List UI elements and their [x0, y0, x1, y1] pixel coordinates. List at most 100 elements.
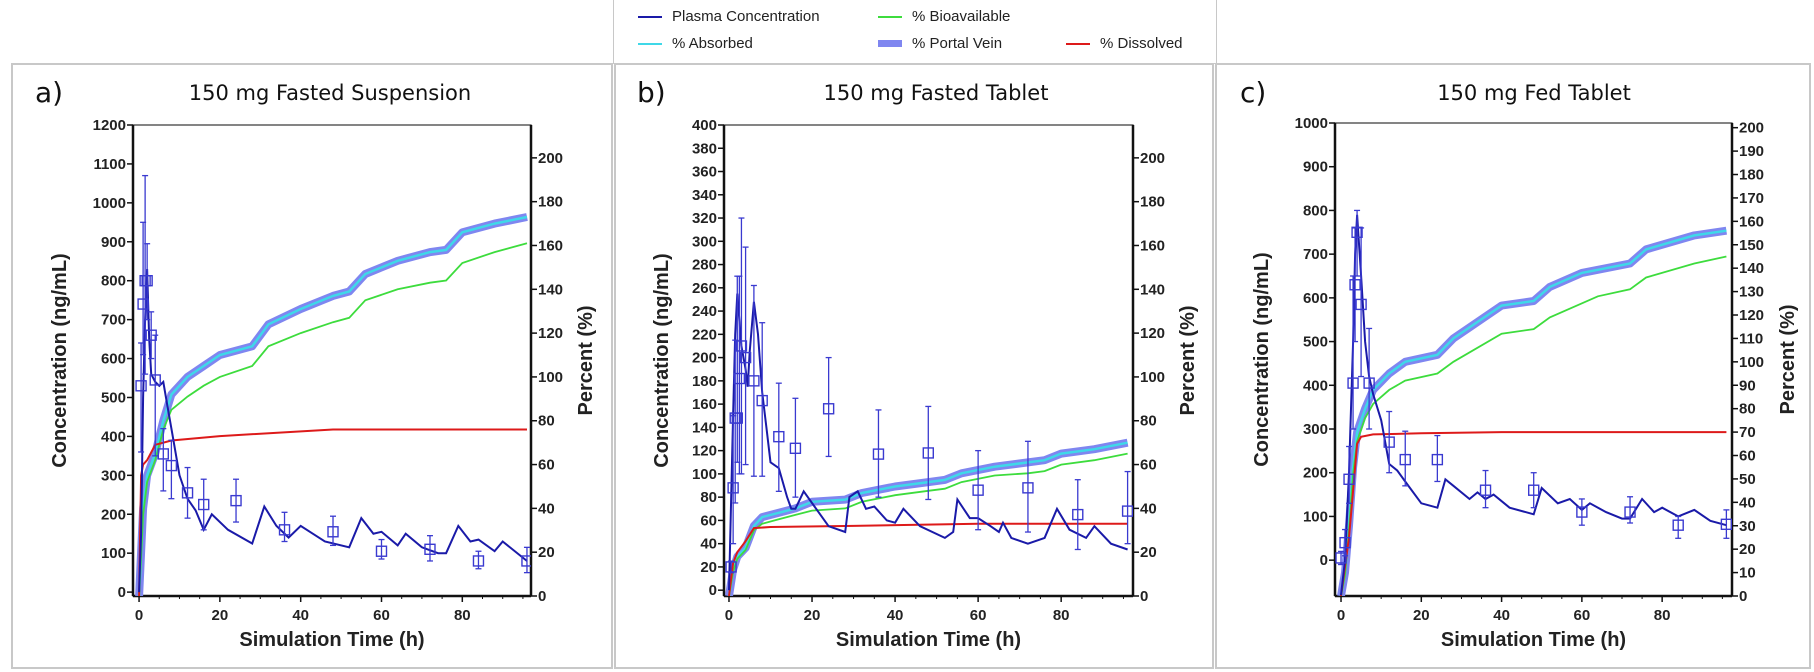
legend-label: % Dissolved	[1100, 35, 1183, 52]
observed-point	[756, 322, 768, 477]
observed-marker	[230, 494, 242, 507]
y-tick-label: 220	[692, 326, 717, 343]
y2-tick-label: 0	[538, 588, 546, 605]
observed-marker	[735, 340, 748, 352]
legend-swatch-dissolved	[1066, 42, 1090, 45]
panel-b: b) 150 mg Fasted Tablet 0 20 40 60 80 0 20 40 60 80…	[614, 63, 1214, 669]
y2-tick-label: 90	[1739, 377, 1756, 394]
y2-tick-label: 40	[1140, 500, 1157, 517]
x-tick-label: 60	[1574, 607, 1591, 624]
observed-marker	[1399, 453, 1411, 466]
legend-label: % Portal Vein	[912, 35, 1003, 52]
y-tick-label: 1000	[1295, 115, 1328, 132]
panel-border	[11, 63, 613, 669]
observed-point	[165, 439, 178, 500]
series-plasma-concentration	[728, 293, 1128, 591]
legend-label: % Bioavailable	[912, 8, 1011, 25]
observed-point	[972, 449, 984, 531]
observed-marker	[1347, 377, 1359, 389]
observed-marker	[972, 484, 984, 496]
series-absorbed	[1339, 229, 1727, 596]
x-tick-label: 80	[454, 607, 471, 624]
x-axis-title: Simulation Time (h)	[239, 629, 424, 651]
y2-tick-label: 140	[1739, 260, 1764, 277]
observed-point	[1672, 515, 1684, 539]
y-tick-label: 40	[700, 536, 717, 553]
y-tick-label: 400	[692, 117, 717, 134]
panel-border	[1215, 63, 1811, 669]
legend: Plasma Concentration % Bioavailable % Ab…	[613, 0, 1217, 64]
observed-marker	[375, 545, 388, 557]
y-tick-label: 160	[692, 396, 717, 413]
y2-tick-label: 120	[1140, 325, 1165, 342]
legend-swatch-portal-vein	[878, 40, 902, 47]
y-axis-title: Concentration (ng/mL)	[651, 253, 673, 467]
y2-tick-label: 80	[1739, 401, 1756, 418]
observed-marker	[278, 524, 291, 536]
series-dissolved	[1340, 431, 1727, 596]
observed-marker	[1672, 519, 1684, 531]
observed-marker	[1383, 436, 1395, 448]
y2-tick-label: 40	[538, 500, 555, 517]
y2-tick-label: 170	[1739, 190, 1764, 207]
observed-marker	[135, 380, 147, 392]
y-axis-title: Concentration (ng/mL)	[49, 253, 71, 467]
observed-marker	[1720, 518, 1732, 531]
series-absorbed	[727, 441, 1128, 596]
observed-point	[1431, 434, 1444, 483]
y2-tick-label: 130	[1739, 284, 1764, 301]
y2-axis-title: Percent (%)	[1777, 304, 1799, 414]
y2-tick-label: 80	[538, 413, 555, 430]
x-tick-label: 40	[887, 607, 904, 624]
observed-point	[1121, 470, 1133, 545]
y2-tick-label: 120	[538, 325, 563, 342]
observed-marker	[137, 298, 149, 310]
observed-point	[230, 478, 242, 523]
y2-tick-label: 180	[1739, 167, 1764, 184]
observed-marker	[1528, 484, 1540, 496]
observed-marker	[739, 351, 752, 364]
y-tick-label: 100	[692, 466, 717, 483]
observed-point	[327, 515, 339, 547]
y2-tick-label: 30	[1739, 518, 1756, 535]
y2-tick-label: 110	[1739, 330, 1763, 347]
series-bioavailable	[1340, 255, 1727, 596]
observed-point	[1363, 327, 1375, 430]
observed-point	[1343, 445, 1355, 504]
y2-tick-label: 100	[1739, 354, 1764, 371]
panel-title: 150 mg Fasted Suspension	[189, 81, 471, 105]
y2-tick-label: 20	[538, 544, 555, 561]
legend-label: Plasma Concentration	[672, 8, 820, 25]
x-tick-label: 20	[804, 607, 821, 624]
y-tick-label: 600	[101, 351, 126, 368]
observed-marker	[472, 555, 485, 567]
x-tick-label: 40	[292, 607, 309, 624]
y-tick-label: 120	[692, 443, 717, 460]
observed-marker	[727, 482, 739, 494]
y-tick-label: 0	[709, 582, 717, 599]
y-tick-label: 60	[700, 512, 717, 529]
observed-point	[157, 427, 170, 492]
observed-point	[789, 397, 802, 498]
observed-point	[773, 382, 785, 492]
observed-point	[748, 284, 760, 477]
y2-tick-label: 180	[538, 194, 563, 211]
observed-marker	[1121, 505, 1133, 517]
y2-axis-title: Percent (%)	[575, 305, 597, 415]
observed-marker	[1343, 473, 1355, 485]
observed-point	[149, 334, 161, 457]
observed-point	[872, 409, 885, 498]
y-tick-label: 500	[101, 389, 126, 406]
x-tick-label: 20	[212, 607, 229, 624]
observed-point	[424, 535, 436, 562]
observed-marker	[731, 412, 743, 424]
x-axis-title: Simulation Time (h)	[836, 629, 1021, 651]
y-tick-label: 800	[1303, 202, 1328, 219]
y-tick-label: 1100	[93, 156, 126, 173]
panel-label: c)	[1240, 76, 1266, 109]
legend-item-plasma-concentration: Plasma Concentration	[638, 8, 820, 25]
observed-marker	[748, 375, 760, 387]
series-plasma-concentration	[138, 268, 528, 593]
